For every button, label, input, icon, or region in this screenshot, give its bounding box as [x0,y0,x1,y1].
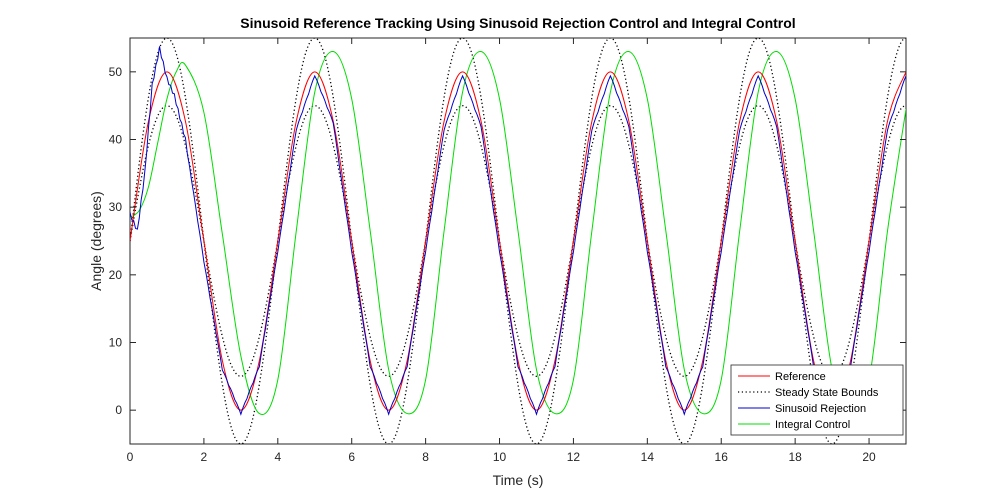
y-tick-label: 50 [109,65,123,79]
legend-entry-sinusoid-rejection: Sinusoid Rejection [738,403,866,415]
series-integral-control [130,51,906,415]
legend-label-reference: Reference [775,371,826,383]
legend: Reference Steady State Bounds Sinusoid R… [730,364,904,436]
x-tick-label: 20 [862,450,876,464]
x-axis-label: Time (s) [493,472,544,488]
x-tick-label: 8 [422,450,429,464]
series-bounds-lower [130,105,906,377]
series-layer [130,38,906,444]
legend-entry-bounds: Steady State Bounds [738,387,879,399]
x-tick-label: 6 [348,450,355,464]
x-tick-label: 18 [788,450,802,464]
chart-title: Sinusoid Reference Tracking Using Sinuso… [240,15,795,31]
y-axis-label: Angle (degrees) [88,191,104,291]
legend-box [730,364,904,436]
x-tick-label: 2 [201,450,208,464]
legend-label-bounds: Steady State Bounds [775,387,879,399]
y-tick-label: 30 [109,200,123,214]
x-tick-label: 16 [715,450,729,464]
legend-label-integral-control: Integral Control [775,419,850,431]
y-tick-label: 10 [109,336,123,350]
x-tick-label: 0 [127,450,134,464]
y-tick-label: 40 [109,133,123,147]
y-axis: 0 10 20 30 40 50 [109,65,906,417]
x-axis: 0 2 4 6 8 10 12 14 16 18 20 [127,38,876,464]
legend-entry-reference: Reference [738,371,826,383]
legend-label-sinusoid-rejection: Sinusoid Rejection [775,403,866,415]
legend-entry-integral-control: Integral Control [738,419,850,431]
y-tick-label: 0 [115,403,122,417]
series-sinusoid-rejection [130,46,906,416]
x-tick-label: 14 [641,450,655,464]
y-tick-label: 20 [109,268,123,282]
x-tick-label: 10 [493,450,507,464]
x-tick-label: 4 [274,450,281,464]
x-tick-label: 12 [567,450,581,464]
